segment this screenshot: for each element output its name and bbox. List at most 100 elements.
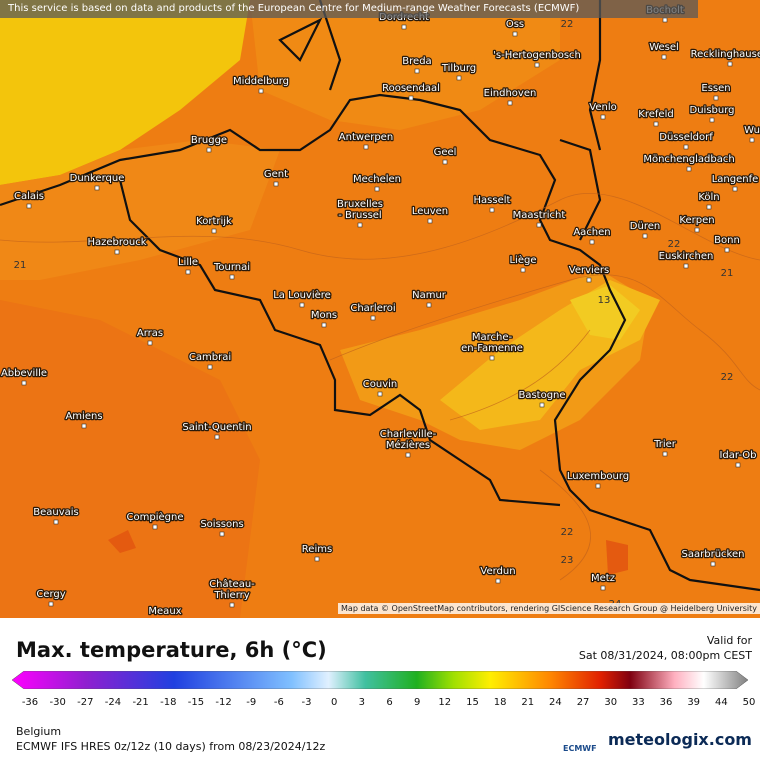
city-label: Oss	[506, 19, 524, 30]
city-label: Recklinghausen	[691, 49, 760, 60]
model-info: ECMWF IFS HRES 0z/12z (10 days) from 08/…	[16, 740, 326, 753]
city-label: Metz	[591, 573, 615, 584]
zone	[0, 140, 280, 280]
notice: This service is based on data and produc…	[0, 0, 698, 18]
city-label: Bruxelles	[337, 199, 383, 210]
city-label: Bastogne	[518, 390, 565, 401]
city-dot	[442, 159, 448, 165]
legend-tick: -6	[273, 697, 284, 708]
city-label: Compiègne	[127, 511, 184, 523]
city-label: Château-	[209, 578, 255, 590]
city-label: Cergy	[36, 589, 65, 600]
legend-tick: 27	[576, 697, 590, 708]
valid-time: Sat 08/31/2024, 08:00pm CEST	[578, 649, 752, 662]
isoline-label: 13	[598, 295, 611, 306]
city-dot	[749, 137, 755, 143]
city-dot	[534, 62, 540, 68]
city-label: Kerpen	[679, 215, 714, 226]
legend-tick: -30	[49, 697, 66, 708]
city-dot	[185, 269, 191, 275]
legend-tick: -12	[215, 697, 232, 708]
city-label: Breda	[402, 56, 431, 67]
city-dot	[539, 402, 545, 408]
city-label: Marche-	[472, 332, 513, 343]
city-label: Couvin	[363, 379, 397, 390]
city-label: Essen	[701, 83, 730, 94]
city-label: - Brussel	[338, 210, 381, 221]
city-label: Maastricht	[513, 210, 566, 221]
sea	[0, 0, 250, 185]
city-label: Calais	[14, 191, 44, 202]
city-dot	[48, 601, 54, 607]
city-label: Hazebrouck	[87, 237, 146, 248]
city-dot	[732, 186, 738, 192]
city-dot	[507, 100, 513, 106]
city-dot	[595, 483, 601, 489]
city-dot	[512, 31, 518, 37]
city-label: Antwerpen	[339, 132, 393, 143]
city-dot	[495, 578, 501, 584]
city-dot	[377, 391, 383, 397]
city-dot	[370, 315, 376, 321]
valid-label: Valid for	[706, 634, 752, 647]
city-dot	[710, 561, 716, 567]
city-dot	[211, 228, 217, 234]
city-label: Wesel	[649, 42, 679, 53]
city-dot	[600, 585, 606, 591]
city-dot	[589, 239, 595, 245]
city-dot	[642, 233, 648, 239]
legend-title: Max. temperature, 6h (°C)	[16, 638, 327, 662]
city-dot	[219, 531, 225, 537]
city-label: Lille	[178, 257, 198, 268]
city-dot	[314, 556, 320, 562]
hot-spot	[606, 540, 628, 575]
color-bar	[12, 671, 748, 689]
city-dot	[683, 144, 689, 150]
legend-tick: 6	[386, 697, 393, 708]
city-dot	[357, 222, 363, 228]
city-dot	[456, 75, 462, 81]
city-label: La Louvière	[273, 289, 331, 301]
city-label: Amiens	[65, 411, 102, 422]
city-label: Geel	[434, 147, 457, 158]
city-dot	[520, 267, 526, 273]
city-dot	[405, 452, 411, 458]
region: Belgium	[16, 725, 62, 738]
city-dot	[586, 277, 592, 283]
city-dot	[214, 434, 220, 440]
city-label: Euskirchen	[659, 251, 714, 262]
zone	[250, 0, 560, 130]
hot-spot	[108, 530, 136, 553]
city-label: Soissons	[200, 519, 243, 530]
city-label: Leuven	[412, 206, 448, 217]
city-dot	[735, 462, 741, 468]
city-dot	[727, 61, 733, 67]
city-dot	[427, 218, 433, 224]
city-dot	[258, 88, 264, 94]
legend-tick: 39	[687, 697, 701, 708]
city-label: Thierry	[213, 590, 249, 601]
borders	[0, 0, 760, 592]
city-label: Tilburg	[441, 63, 476, 74]
city-dot	[683, 263, 689, 269]
city-dot	[206, 147, 212, 153]
isoline-label: 21	[14, 260, 27, 271]
city-label: Reims	[302, 544, 332, 555]
legend-tick: -15	[187, 697, 205, 708]
city-dot	[489, 355, 495, 361]
city-dot	[81, 423, 87, 429]
city-label: Trier	[653, 439, 677, 450]
city-label: Mönchengladbach	[643, 154, 734, 165]
city-label: Düren	[630, 221, 660, 232]
city-label: Charleroi	[350, 303, 395, 314]
city-dot	[414, 68, 420, 74]
legend-tick: 33	[632, 697, 645, 708]
city-label: Mons	[311, 310, 337, 321]
city-dot	[713, 95, 719, 101]
city-dot	[147, 340, 153, 346]
city-label: 's-Hertogenbosch	[493, 50, 581, 61]
legend-tick: 36	[659, 697, 673, 708]
city-dot	[686, 166, 692, 172]
city-label: Cambrai	[189, 352, 231, 363]
city-label: Wu	[744, 125, 760, 136]
